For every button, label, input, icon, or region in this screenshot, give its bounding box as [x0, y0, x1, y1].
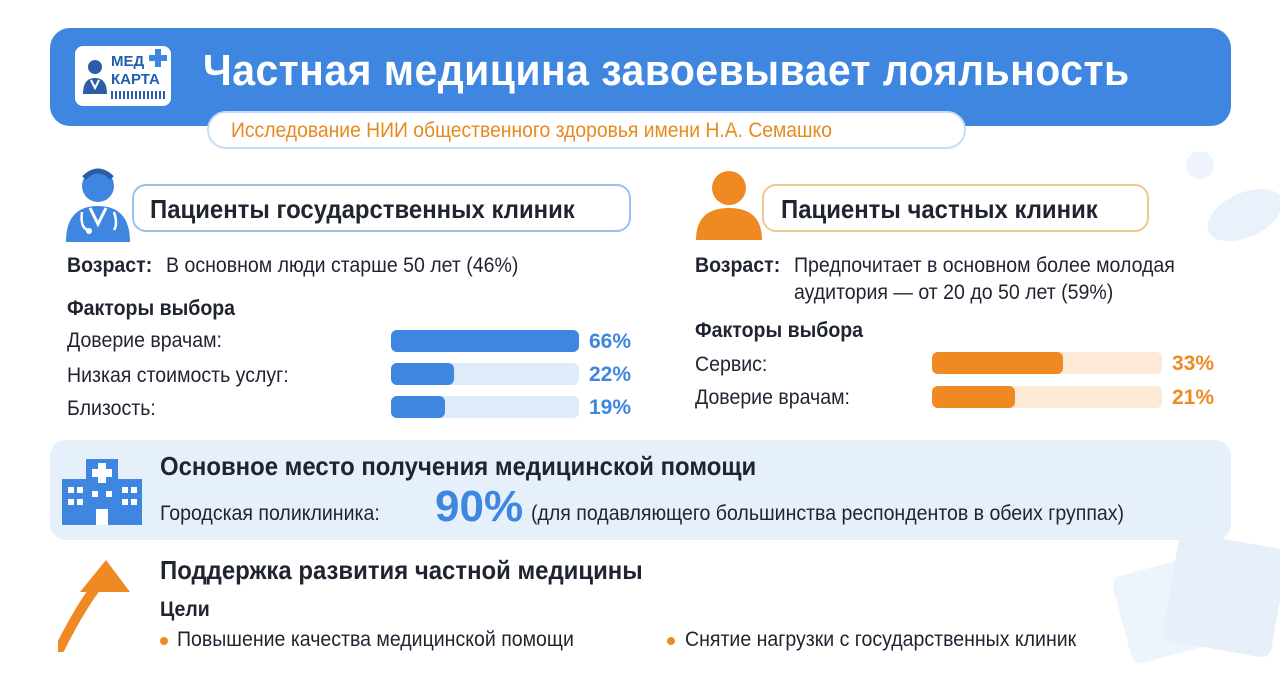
person-icon	[696, 171, 762, 240]
doctor-icon	[66, 168, 130, 242]
state-factor-label: Низкая стоимость услуг:	[67, 364, 289, 387]
logo-doctor-icon	[83, 60, 107, 94]
main-place-label: Городская поликлиника:	[160, 502, 380, 525]
goal-item: Повышение качества медицинской помощи	[177, 628, 574, 651]
state-factor-value: 22%	[589, 363, 632, 386]
private-factor-bar-fill	[932, 352, 1063, 374]
state-clinics-heading-pill	[132, 184, 631, 232]
private-age-text-line1: Предпочитает в основном более молодая	[794, 254, 1175, 277]
logo-text-karta: КАРТА	[111, 71, 160, 88]
private-factor-bar	[932, 352, 1162, 374]
private-factor-value: 21%	[1172, 386, 1215, 409]
main-place-band	[50, 440, 1231, 540]
state-age-text: В основном люди старше 50 лет (46%)	[166, 254, 519, 277]
hospital-icon	[62, 459, 142, 525]
state-factor-bar-fill	[391, 363, 454, 385]
private-age-label: Возраст:	[695, 254, 781, 277]
private-age-text-line2: аудитория — от 20 до 50 лет (59%)	[794, 281, 1114, 304]
state-factor-label: Близость:	[67, 397, 156, 420]
private-factor-label: Сервис:	[695, 353, 768, 376]
state-factor-value: 19%	[589, 396, 632, 419]
private-factors-title: Факторы выбора	[695, 319, 864, 342]
private-clinics-heading-pill	[762, 184, 1149, 232]
state-factor-value: 66%	[589, 330, 632, 353]
private-factor-label: Доверие врачам:	[695, 386, 850, 409]
logo-barcode	[111, 91, 165, 99]
state-factor-bar	[391, 363, 579, 385]
up-arrow-icon	[58, 560, 130, 652]
support-heading: Поддержка развития частной медицины	[160, 555, 643, 585]
page-subtitle: Исследование НИИ общественного здоровья …	[231, 119, 832, 142]
state-factor-bar	[391, 396, 579, 418]
state-age-label: Возраст:	[67, 254, 153, 277]
subtitle-pill	[207, 111, 966, 149]
header-banner	[50, 28, 1231, 126]
private-clinics-heading: Пациенты частных клиник	[781, 194, 1098, 224]
medkarta-logo: МЕД КАРТА	[75, 46, 171, 106]
state-factor-bar	[391, 330, 579, 352]
main-place-note: (для подавляющего большинства респондент…	[531, 502, 1125, 525]
logo-text-med: МЕД	[111, 53, 145, 70]
state-factor-label: Доверие врачам:	[67, 329, 222, 352]
private-factor-value: 33%	[1172, 352, 1215, 375]
state-clinics-heading: Пациенты государственных клиник	[150, 194, 575, 224]
page-title: Частная медицина завоевывает лояльность	[203, 46, 1130, 95]
state-factor-bar-fill	[391, 330, 579, 352]
support-goals-title: Цели	[160, 598, 210, 621]
main-place-heading: Основное место получения медицинской пом…	[160, 451, 757, 481]
logo-plus-icon	[149, 49, 167, 67]
main-place-value: 90%	[435, 482, 524, 531]
goal-bullet	[160, 637, 168, 645]
state-factor-bar-fill	[391, 396, 446, 418]
goal-bullet	[667, 637, 675, 645]
state-factors-title: Факторы выбора	[67, 297, 236, 320]
goal-item: Снятие нагрузки с государственных клиник	[685, 628, 1077, 651]
private-factor-bar-fill	[932, 386, 1016, 408]
private-factor-bar	[932, 386, 1162, 408]
